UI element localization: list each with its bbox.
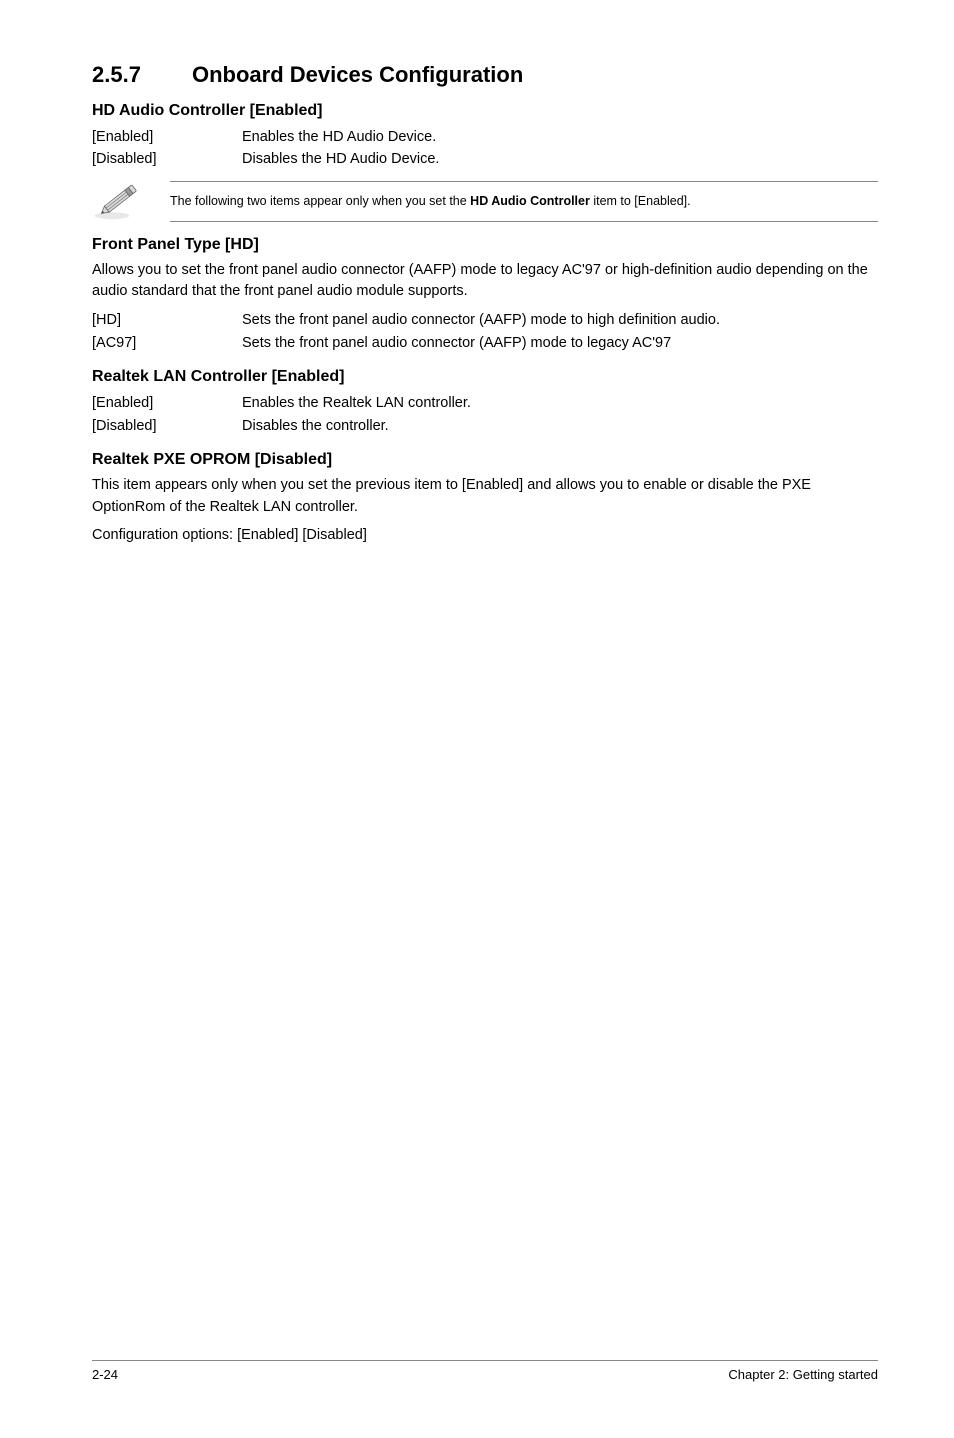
chapter-label: Chapter 2: Getting started — [728, 1367, 878, 1382]
definition-value: Enables the Realtek LAN controller. — [242, 392, 878, 414]
page-footer: 2-24 Chapter 2: Getting started — [92, 1360, 878, 1382]
page-number: 2-24 — [92, 1367, 118, 1382]
paragraph: Configuration options: [Enabled] [Disabl… — [92, 525, 878, 547]
definition-row: [Disabled] Disables the controller. — [92, 415, 878, 437]
pencil-icon — [92, 181, 170, 221]
definition-row: [AC97] Sets the front panel audio connec… — [92, 332, 878, 354]
definition-key: [AC97] — [92, 332, 242, 354]
note-callout: The following two items appear only when… — [92, 181, 878, 222]
definition-row: [Enabled] Enables the HD Audio Device. — [92, 126, 878, 148]
paragraph: This item appears only when you set the … — [92, 475, 878, 519]
definition-key: [Enabled] — [92, 392, 242, 414]
definition-list: [Enabled] Enables the HD Audio Device. [… — [92, 126, 878, 171]
section-title: Onboard Devices Configuration — [192, 62, 523, 87]
definition-row: [Disabled] Disables the HD Audio Device. — [92, 148, 878, 170]
subheading-front-panel: Front Panel Type [HD] — [92, 236, 878, 254]
definition-value: Disables the HD Audio Device. — [242, 148, 878, 170]
note-prefix: The following two items appear only when… — [170, 194, 470, 208]
definition-key: [Disabled] — [92, 148, 242, 170]
definition-list: [HD] Sets the front panel audio connecto… — [92, 309, 878, 354]
section-heading: 2.5.7Onboard Devices Configuration — [92, 62, 878, 88]
definition-value: Sets the front panel audio connector (AA… — [242, 332, 878, 354]
definition-value: Sets the front panel audio connector (AA… — [242, 309, 878, 331]
note-suffix: item to [Enabled]. — [590, 194, 691, 208]
definition-list: [Enabled] Enables the Realtek LAN contro… — [92, 392, 878, 437]
paragraph: Allows you to set the front panel audio … — [92, 260, 878, 304]
definition-row: [HD] Sets the front panel audio connecto… — [92, 309, 878, 331]
definition-key: [Disabled] — [92, 415, 242, 437]
note-text: The following two items appear only when… — [170, 181, 878, 222]
definition-value: Enables the HD Audio Device. — [242, 126, 878, 148]
definition-value: Disables the controller. — [242, 415, 878, 437]
definition-key: [HD] — [92, 309, 242, 331]
subheading-lan: Realtek LAN Controller [Enabled] — [92, 368, 878, 386]
note-bold: HD Audio Controller — [470, 194, 590, 208]
definition-row: [Enabled] Enables the Realtek LAN contro… — [92, 392, 878, 414]
section-number: 2.5.7 — [92, 62, 192, 88]
subheading-pxe: Realtek PXE OPROM [Disabled] — [92, 451, 878, 469]
subheading-hd-audio: HD Audio Controller [Enabled] — [92, 102, 878, 120]
definition-key: [Enabled] — [92, 126, 242, 148]
